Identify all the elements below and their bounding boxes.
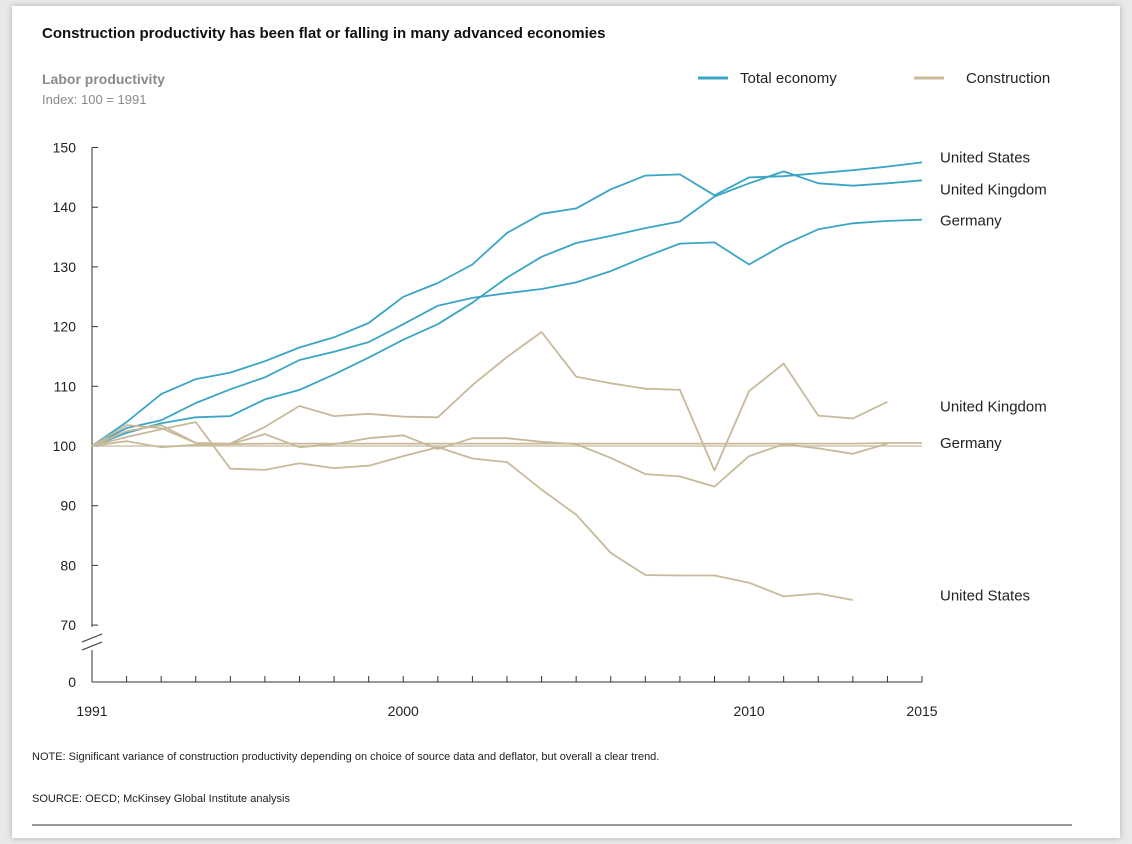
- y-tick-label: 150: [53, 140, 77, 156]
- series-line-construction-construction-line-a: [91, 424, 888, 488]
- series-end-label: United States: [940, 587, 1030, 604]
- subtitle-index: Index: 100 = 1991: [42, 92, 146, 107]
- x-tick-label: 2015: [906, 703, 937, 719]
- y-tick-label: 130: [53, 259, 77, 275]
- series-line-total-economy-united-kingdom: [91, 218, 923, 447]
- y-tick-label: 80: [60, 557, 76, 573]
- series-end-labels: United States United Kingdom Germany United…: [940, 150, 1047, 605]
- legend: Total economy Construction: [698, 70, 1050, 87]
- axes: [81, 147, 922, 683]
- chart-source: SOURCE: OECD; McKinsey Global Institute …: [32, 793, 290, 805]
- chart-title: Construction productivity has been flat …: [42, 25, 605, 42]
- y-axis-break-mark: [81, 641, 103, 651]
- series-line-construction-united-states: [91, 421, 853, 601]
- series-end-label: Germany: [940, 435, 1002, 452]
- y-axis-ticks: 150 140 130 120 110 100 90 80 70 0: [53, 140, 98, 690]
- series-end-label: United States: [940, 150, 1030, 167]
- legend-label-total: Total economy: [740, 70, 837, 87]
- series-line-total-economy-germany: [91, 170, 923, 447]
- y-tick-label: 100: [53, 438, 77, 454]
- legend-label-construction: Construction: [966, 70, 1050, 87]
- series-end-label: United Kingdom: [940, 181, 1047, 198]
- chart-note: NOTE: Significant variance of constructi…: [32, 751, 659, 763]
- y-tick-label: 140: [53, 199, 77, 215]
- x-tick-label: 1991: [76, 703, 107, 719]
- x-axis-ticks: 1991 2000 2010 2015: [76, 676, 938, 719]
- x-tick-label: 2000: [388, 703, 419, 719]
- series-line-total-economy-united-states: [91, 161, 923, 447]
- line-chart: Construction productivity has been flat …: [32, 25, 1072, 826]
- y-tick-label: 90: [60, 498, 76, 514]
- y-tick-label: 0: [68, 674, 76, 690]
- y-tick-label: 120: [53, 319, 77, 335]
- series-line-construction-germany: [91, 440, 922, 449]
- series-lines: [91, 161, 923, 601]
- y-tick-label: 70: [60, 617, 76, 633]
- series-end-label: United Kingdom: [940, 399, 1047, 416]
- chart-card: Construction productivity has been flat …: [12, 6, 1120, 838]
- y-axis-break-mark: [81, 633, 103, 643]
- y-tick-label: 110: [54, 378, 77, 394]
- subtitle-label: Labor productivity: [42, 71, 165, 87]
- series-end-label: Germany: [940, 212, 1002, 229]
- x-tick-label: 2010: [734, 703, 765, 719]
